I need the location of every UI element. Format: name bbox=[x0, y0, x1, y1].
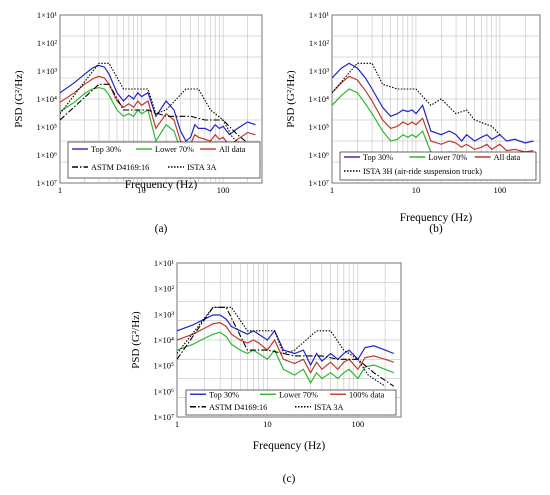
y-tick-label: 1×10⁴ bbox=[36, 94, 57, 104]
y-tick-label: 1×10⁵ bbox=[36, 122, 57, 132]
series-line-top-30- bbox=[60, 64, 256, 142]
x-axis-title: Frequency (Hz) bbox=[253, 440, 326, 452]
series-line-ista-3a bbox=[60, 62, 248, 150]
legend-b: Top 30% Lower 70% All data ISTA 3H (air-rid… bbox=[339, 151, 537, 181]
y-tick-label: 1×10⁵ bbox=[153, 361, 174, 371]
grid-c bbox=[176, 262, 402, 418]
legend-label: ISTA 3A bbox=[187, 163, 217, 172]
series-line-100-data bbox=[177, 321, 394, 374]
x-tick-label: 1 bbox=[58, 185, 62, 195]
panel-caption: (a) bbox=[155, 223, 168, 235]
legend-label: Top 30% bbox=[209, 390, 239, 399]
x-tick-label: 100 bbox=[217, 185, 230, 195]
y-tick-label: 1×10⁶ bbox=[308, 150, 329, 160]
x-tick-label: 1 bbox=[175, 419, 179, 429]
legend-label: All data bbox=[494, 153, 521, 162]
x-axis-title: Frequency (Hz) bbox=[400, 212, 473, 224]
legend-label: Lower 70% bbox=[279, 390, 318, 399]
y-tick-label: 1×10² bbox=[154, 284, 175, 294]
series-line-all-data bbox=[332, 75, 534, 153]
y-tick-label: 1×10² bbox=[309, 38, 330, 48]
series-line-lower-70- bbox=[177, 331, 395, 385]
y-tick-label: 1×10⁵ bbox=[308, 122, 329, 132]
x-tick-label: 10 bbox=[412, 185, 421, 195]
legend-label: ASTM D4169:16 bbox=[91, 163, 149, 172]
legend-label: ISTA 3H (air-ride suspension truck) bbox=[363, 167, 482, 176]
y-tick-label: 1×10⁶ bbox=[36, 150, 57, 160]
y-axis-title: PSD (G²/Hz) bbox=[13, 70, 25, 128]
panel-caption: (b) bbox=[429, 223, 443, 235]
y-axis-title: PSD (G²/Hz) bbox=[285, 70, 297, 128]
legend-label: ASTM D4169:16 bbox=[209, 403, 267, 412]
series-group-c bbox=[177, 306, 395, 387]
x-tick-label: 1 bbox=[330, 185, 334, 195]
legend-a: Top 30% Lower 70% All data ASTM D4169:16 IST… bbox=[67, 141, 261, 179]
y-tick-label: 1×10³ bbox=[309, 66, 330, 76]
legend-box bbox=[67, 141, 261, 179]
y-tick-label: 1×10⁴ bbox=[308, 94, 329, 104]
y-tick-label: 1×10¹ bbox=[37, 10, 58, 20]
x-tick-label: 100 bbox=[494, 185, 507, 195]
legend-label: Top 30% bbox=[363, 153, 393, 162]
legend-box bbox=[339, 151, 537, 181]
y-tick-label: 1×10³ bbox=[154, 309, 175, 319]
legend-c: Top 30% Lower 70% 100% data ASTM D4169:16 IS… bbox=[185, 389, 397, 416]
y-tick-label: 1×10¹ bbox=[309, 10, 330, 20]
series-line-ista-3a bbox=[177, 306, 386, 387]
series-line-top-30- bbox=[332, 62, 534, 144]
legend-label: All data bbox=[219, 145, 246, 154]
legend-label: Lower 70% bbox=[155, 145, 194, 154]
legend-label: Top 30% bbox=[91, 145, 121, 154]
y-tick-label: 1×10⁶ bbox=[153, 386, 174, 396]
series-line-ista-3h-air-ride-suspension-truck- bbox=[332, 62, 501, 136]
legend-label: 100% data bbox=[349, 390, 385, 399]
y-tick-label: 1×10⁷ bbox=[36, 178, 57, 188]
y-axis-title: PSD (G²/Hz) bbox=[130, 311, 142, 369]
y-tick-label: 1×10⁷ bbox=[153, 412, 174, 422]
y-tick-label: 1×10⁷ bbox=[308, 178, 329, 188]
x-axis-title: Frequency (Hz) bbox=[125, 179, 198, 191]
y-tick-label: 1×10⁴ bbox=[153, 335, 174, 345]
series-line-all-data bbox=[60, 75, 256, 149]
x-tick-label: 10 bbox=[263, 419, 272, 429]
y-tick-label: 1×10³ bbox=[37, 66, 58, 76]
x-tick-label: 100 bbox=[351, 419, 364, 429]
x-tick-label: 10 bbox=[137, 185, 146, 195]
legend-label: Lower 70% bbox=[428, 153, 467, 162]
panel-caption: (c) bbox=[283, 473, 296, 485]
series-line-astm-d4169-16 bbox=[60, 83, 256, 150]
y-tick-label: 1×10² bbox=[37, 38, 58, 48]
legend-label: ISTA 3A bbox=[314, 403, 344, 412]
y-tick-label: 1×10¹ bbox=[154, 258, 175, 268]
legend-box bbox=[185, 389, 397, 416]
